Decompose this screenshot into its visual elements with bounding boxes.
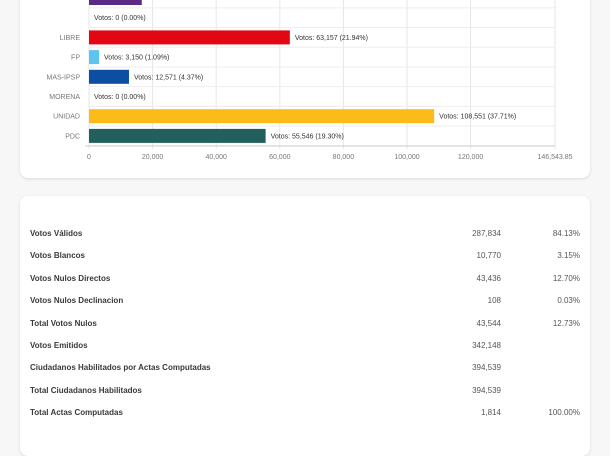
summary-label: Ciudadanos Habilitados por Actas Computa… [30,363,211,373]
x-tick-label: 40,000 [205,154,227,161]
summary-value: 108 [487,296,501,306]
summary-row: Votos Emitidos 342,148 [30,337,580,357]
summary-label: Votos Válidos [30,229,83,238]
summary-percent: 3.15% [557,251,580,261]
category-label: MORENA [49,94,80,101]
x-tick-label: 20,000 [142,154,164,161]
category-label: MAS-IPSP [47,74,81,81]
summary-value: 394,539 [472,385,501,395]
summary-card: Votos Válidos 287,834 84.13% Votos Blanco… [20,196,590,456]
bar [89,69,129,84]
votes-bar-chart: 0 20,000 40,000 60,000 80,000 100,000 120,000 1… [47,0,573,161]
summary-value: 394,539 [472,363,501,373]
category-label: UNIDAD [53,114,80,121]
summary-percent: 12.73% [552,318,580,328]
x-tick-label: 80,000 [333,154,355,161]
x-tick-label: 120,000 [458,154,483,161]
summary-label: Total Ciudadanos Habilitados [30,385,142,395]
summary-value: 43,436 [476,273,501,283]
data-label: Votos: 0 (0.00%) [94,94,146,101]
data-label: Votos: 108,551 (37.71%) [439,114,516,121]
summary-value: 1,814 [480,408,501,418]
summary-label: Total Actas Computadas [30,408,123,418]
summary-label: Votos Blancos [30,251,85,261]
summary-row: Total Actas Computadas 1,814 100.00% [30,404,580,424]
data-label: Votos: 3,150 (1.09%) [104,55,169,62]
data-label: Votos: 12,571 (4.37%) [134,74,203,81]
summary-value: 43,544 [476,318,501,328]
summary-label: Votos Nulos Directos [30,273,111,283]
x-tick-label: 60,000 [269,154,291,161]
category-label: PDC [65,133,80,140]
summary-label: Votos Nulos Declinacion [30,296,124,306]
summary-value: 342,148 [472,341,501,350]
summary-row: Votos Nulos Declinacion 108 0.03% [30,292,580,312]
data-label: Votos: 55,546 (19.30%) [271,133,344,140]
bar [89,128,266,143]
summary-value: 287,834 [472,229,501,238]
summary-row: Votos Válidos 287,834 84.13% [30,225,580,245]
summary-percent: 0.03% [557,296,580,306]
bar [89,50,100,65]
chart-card [20,0,590,178]
category-label: FP [71,55,80,62]
x-tick-label: 100,000 [394,154,419,161]
summary-value: 10,770 [476,251,501,261]
summary-label: Votos Emitidos [30,341,88,350]
summary-label: Total Votos Nulos [30,318,97,328]
summary-row: Ciudadanos Habilitados por Actas Computa… [30,359,580,379]
category-label: LIBRE [60,35,81,42]
summary-row: Votos Blancos 10,770 3.15% [30,247,580,267]
summary-percent: 100.00% [548,408,580,418]
summary-row: Total Ciudadanos Habilitados 394,539 [30,382,580,402]
bar [89,109,435,124]
bar [89,0,142,5]
x-tick-label: 146,543.85 [537,154,572,161]
x-tick-label: 0 [87,154,91,161]
summary-row: Total Votos Nulos 43,544 12.73% [30,315,580,335]
data-label: Votos: 63,157 (21.94%) [295,35,368,42]
bar [89,30,290,45]
summary-row: Votos Nulos Directos 43,436 12.70% [30,270,580,290]
summary-percent: 84.13% [552,229,580,238]
data-label: Votos: 0 (0.00%) [94,15,146,22]
summary-percent: 12.70% [552,273,580,283]
